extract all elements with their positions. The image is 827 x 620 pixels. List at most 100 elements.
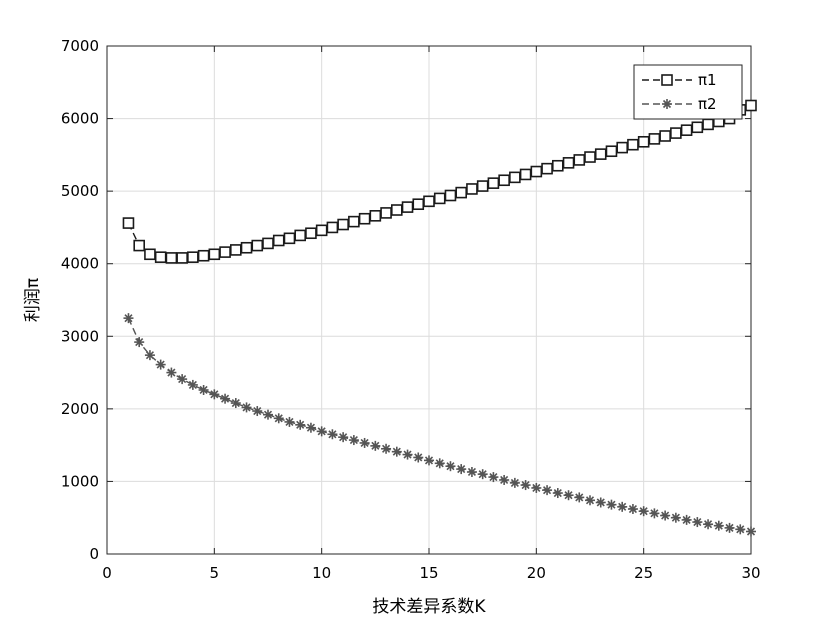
data-point-2 bbox=[241, 402, 252, 413]
asterisk-stroke bbox=[725, 523, 734, 532]
data-point-2 bbox=[424, 455, 434, 466]
asterisk-stroke bbox=[446, 462, 455, 471]
data-point-2 bbox=[134, 337, 145, 348]
data-point-2 bbox=[617, 501, 628, 512]
data-point-1 bbox=[337, 218, 349, 231]
data-point-2 bbox=[703, 519, 714, 530]
data-point-2 bbox=[316, 426, 327, 437]
data-point-2 bbox=[488, 472, 499, 483]
y-tick-label: 3000 bbox=[61, 327, 99, 345]
asterisk-stroke bbox=[414, 453, 423, 462]
x-tick-label: 15 bbox=[419, 564, 438, 582]
asterisk-stroke bbox=[661, 511, 670, 520]
data-point-2 bbox=[466, 466, 477, 477]
data-point-2 bbox=[198, 384, 209, 395]
data-point-2 bbox=[692, 517, 703, 528]
asterisk-stroke bbox=[253, 406, 262, 416]
asterisk-stroke bbox=[382, 444, 391, 453]
data-point-2 bbox=[263, 409, 273, 420]
data-point-1 bbox=[444, 189, 457, 202]
data-point-1 bbox=[144, 248, 156, 261]
asterisk-stroke bbox=[575, 493, 584, 502]
legend-label-2: π2 bbox=[698, 95, 717, 113]
x-tick-label: 5 bbox=[210, 564, 220, 582]
asterisk-stroke bbox=[553, 488, 562, 498]
data-point-1 bbox=[315, 224, 328, 237]
asterisk-stroke bbox=[467, 467, 476, 477]
y-tick-label: 5000 bbox=[61, 182, 99, 200]
data-point-2 bbox=[724, 522, 735, 533]
asterisk-stroke bbox=[543, 486, 552, 495]
asterisk-stroke bbox=[156, 360, 165, 369]
x-tick-label: 10 bbox=[312, 564, 331, 582]
asterisk-stroke bbox=[231, 398, 240, 408]
data-point-1 bbox=[423, 195, 435, 208]
data-point-1 bbox=[272, 234, 285, 247]
data-point-2 bbox=[155, 359, 166, 370]
asterisk-stroke bbox=[435, 459, 444, 468]
data-point-1 bbox=[487, 177, 500, 189]
data-point-1 bbox=[562, 157, 575, 169]
data-point-1 bbox=[584, 151, 596, 163]
asterisk-stroke bbox=[457, 465, 466, 474]
asterisk-stroke bbox=[135, 338, 144, 347]
data-point-2 bbox=[391, 446, 402, 457]
asterisk-stroke bbox=[618, 502, 627, 511]
series-line-2 bbox=[127, 317, 752, 533]
asterisk-stroke bbox=[585, 496, 595, 505]
data-point-1 bbox=[466, 183, 478, 195]
data-point-1 bbox=[691, 121, 704, 134]
data-point-1 bbox=[594, 148, 607, 160]
data-point-1 bbox=[433, 192, 446, 205]
data-point-2 bbox=[284, 416, 295, 427]
asterisk-stroke bbox=[124, 314, 133, 323]
asterisk-stroke bbox=[145, 351, 154, 360]
y-tick-label: 0 bbox=[89, 545, 99, 563]
data-point-2 bbox=[477, 469, 488, 480]
data-point-2 bbox=[670, 512, 681, 523]
data-point-1 bbox=[530, 165, 543, 178]
y-tick-label: 6000 bbox=[61, 110, 99, 128]
data-point-1 bbox=[401, 201, 414, 213]
asterisk-stroke bbox=[564, 491, 573, 500]
data-point-2 bbox=[520, 480, 531, 491]
asterisk-stroke bbox=[403, 450, 412, 459]
asterisk-stroke bbox=[328, 430, 337, 439]
data-point-2 bbox=[552, 488, 563, 499]
asterisk-stroke bbox=[360, 438, 369, 448]
data-point-2 bbox=[445, 461, 456, 472]
data-point-1 bbox=[476, 180, 489, 192]
asterisk-stroke bbox=[221, 394, 230, 403]
data-point-1 bbox=[659, 130, 671, 142]
data-point-1 bbox=[702, 118, 714, 131]
data-point-2 bbox=[606, 499, 617, 510]
data-point-2 bbox=[220, 393, 231, 404]
asterisk-stroke bbox=[317, 427, 326, 436]
data-point-1 bbox=[745, 99, 757, 112]
data-point-1 bbox=[498, 174, 510, 187]
x-tick-label: 25 bbox=[634, 564, 653, 582]
data-point-2 bbox=[359, 437, 370, 448]
data-point-1 bbox=[348, 215, 360, 228]
data-point-1 bbox=[412, 198, 425, 211]
data-point-1 bbox=[251, 239, 264, 252]
data-point-1 bbox=[605, 145, 618, 158]
data-point-2 bbox=[649, 508, 660, 519]
asterisk-stroke bbox=[478, 470, 487, 479]
asterisk-stroke bbox=[596, 498, 605, 507]
asterisk-stroke bbox=[510, 478, 519, 487]
data-point-2 bbox=[595, 497, 606, 508]
asterisk-stroke bbox=[704, 520, 713, 529]
data-point-2 bbox=[627, 504, 638, 515]
data-point-1 bbox=[262, 237, 274, 250]
asterisk-stroke bbox=[167, 368, 176, 377]
asterisk-stroke bbox=[285, 417, 294, 426]
data-point-2 bbox=[638, 506, 649, 517]
data-point-2 bbox=[574, 492, 585, 503]
data-point-1 bbox=[541, 162, 553, 175]
y-tick-label: 4000 bbox=[61, 255, 99, 273]
asterisk-stroke bbox=[521, 480, 530, 490]
data-point-2 bbox=[531, 482, 542, 493]
data-point-1 bbox=[305, 227, 317, 240]
asterisk-stroke bbox=[628, 504, 637, 514]
